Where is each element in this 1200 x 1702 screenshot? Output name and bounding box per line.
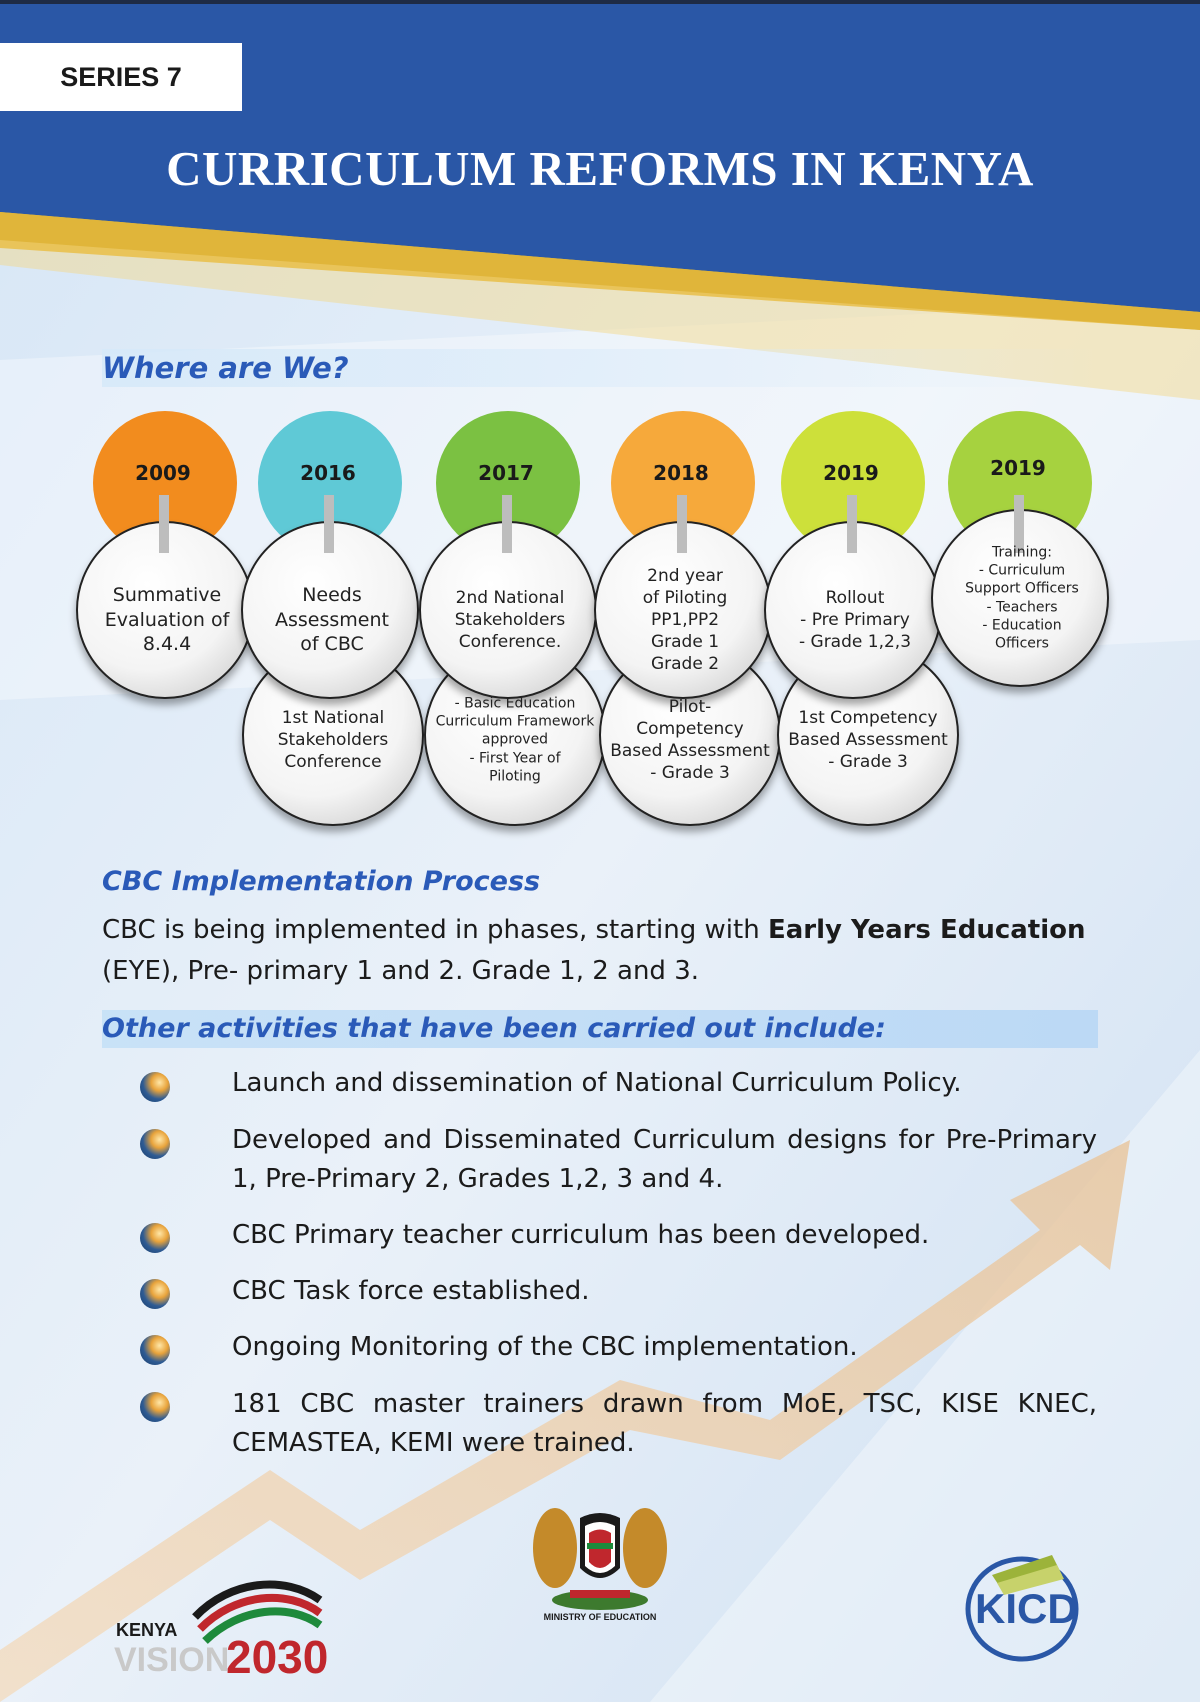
timeline-text-line: Conference bbox=[284, 752, 382, 773]
timeline-text: 1st National Stakeholders Conference bbox=[278, 707, 389, 773]
timeline-year-label: 2019 bbox=[823, 461, 879, 485]
timeline-text-line: Stakeholders bbox=[277, 729, 389, 750]
timeline-text-line: Based Assessment bbox=[610, 741, 770, 761]
list-item: Ongoing Monitoring of the CBC implementa… bbox=[232, 1332, 858, 1362]
timeline-year-label: 2016 bbox=[300, 461, 356, 485]
bullet-icon bbox=[140, 1279, 170, 1309]
timeline-text-line: 2nd National bbox=[455, 587, 565, 608]
list-item: Launch and dissemination of National Cur… bbox=[232, 1068, 962, 1098]
timeline-year-circle bbox=[258, 411, 402, 555]
timeline-text: Summative Evaluation of 8.4.4 bbox=[105, 583, 230, 657]
timeline-text-line: 8.4.4 bbox=[142, 633, 192, 656]
bullet-icon bbox=[140, 1335, 170, 1365]
vision-word-text: VISION bbox=[114, 1641, 230, 1679]
timeline-year-label: 2017 bbox=[478, 461, 534, 485]
vision-year-text: 2030 bbox=[226, 1631, 329, 1683]
timeline-pin bbox=[159, 495, 169, 553]
timeline-text: 1st Competency Based Assessment - Grade 3 bbox=[788, 707, 948, 773]
timeline-pin bbox=[502, 495, 512, 553]
timeline-pin bbox=[847, 495, 857, 553]
timeline-text-line: Officers bbox=[995, 635, 1049, 652]
timeline-text-line: of CBC bbox=[300, 633, 364, 656]
timeline-text-line: Piloting bbox=[489, 768, 541, 785]
timeline-text-line: Support Officers bbox=[965, 580, 1079, 597]
list-item: Developed and Disseminated Curriculum de… bbox=[232, 1125, 1097, 1194]
timeline-text-line: - Curriculum bbox=[978, 562, 1066, 579]
timeline-text-line: Training: bbox=[992, 544, 1052, 561]
kicd-logo-graphic bbox=[965, 1555, 1079, 1662]
timeline-pin bbox=[1014, 495, 1024, 553]
timeline-text-line: Summative bbox=[112, 583, 222, 606]
timeline-year-circle bbox=[93, 411, 237, 555]
vision-2030-logo bbox=[192, 1580, 323, 1644]
timeline-text-line: - Grade 3 bbox=[828, 752, 908, 773]
bullet-icon bbox=[140, 1072, 170, 1102]
timeline-text: Needs Assessment of CBC bbox=[275, 583, 389, 657]
timeline-text-line: Evaluation of bbox=[104, 608, 230, 631]
timeline-text-line: PP1,PP2 bbox=[650, 609, 720, 630]
timeline-text-line: 1st National bbox=[281, 707, 385, 728]
kicd-logo-text: KICD bbox=[975, 1585, 1078, 1632]
timeline-text-line: - Teachers bbox=[986, 599, 1058, 615]
bullet-icon bbox=[140, 1223, 170, 1253]
timeline-text-line: - Pre Primary bbox=[800, 609, 910, 630]
ministry-label: MINISTRY OF EDUCATION bbox=[543, 1612, 657, 1622]
section-heading-where: Where are We? bbox=[102, 349, 1102, 387]
bullet-icon bbox=[140, 1392, 170, 1422]
timeline-text-line: - Basic Education bbox=[454, 695, 576, 712]
timeline-text-line: Stakeholders bbox=[454, 609, 566, 630]
timeline-text-line: - First Year of bbox=[469, 750, 561, 767]
timeline-year-circle bbox=[436, 411, 580, 555]
series-label: SERIES 7 bbox=[0, 43, 242, 111]
timeline-text-line: Conference. bbox=[458, 632, 562, 653]
timeline-year-circle bbox=[611, 411, 755, 555]
timeline-graphic bbox=[76, 411, 1109, 826]
timeline-text-line: Curriculum Framework bbox=[435, 713, 595, 730]
timeline-year-label: 2018 bbox=[653, 461, 709, 485]
timeline-text: Pilot- Competency Based Assessment - Grade … bbox=[610, 696, 770, 784]
timeline-pin bbox=[677, 495, 687, 553]
vision-kenya-text: KENYA bbox=[116, 1620, 178, 1640]
growth-arrow-graphic bbox=[0, 1140, 1130, 1702]
timeline-text-line: Grade 2 bbox=[650, 654, 720, 675]
timeline-text-line: approved bbox=[481, 731, 549, 748]
page-title: CURRICULUM REFORMS IN KENYA bbox=[166, 141, 1034, 196]
section-heading-other-activities: Other activities that have been carried … bbox=[102, 1010, 1098, 1048]
list-item: 181 CBC master trainers drawn from MoE, … bbox=[232, 1389, 1097, 1458]
timeline-text-line: - Grade 1,2,3 bbox=[798, 632, 912, 653]
timeline-year-label: 2019 bbox=[990, 456, 1046, 480]
timeline-text-line: Needs bbox=[302, 583, 362, 606]
timeline-year-label: 2009 bbox=[135, 461, 191, 485]
timeline-text-line: Grade 1 bbox=[650, 632, 720, 653]
timeline-text-line: Competency bbox=[636, 718, 744, 739]
timeline-text-line: - Grade 3 bbox=[650, 763, 730, 784]
timeline-text-line: Assessment bbox=[275, 608, 389, 631]
coat-of-arms-emblem bbox=[533, 1508, 667, 1610]
timeline-text: Rollout - Pre Primary - Grade 1,2,3 bbox=[799, 587, 911, 653]
list-item: CBC Task force established. bbox=[232, 1276, 590, 1306]
timeline-text-line: of Piloting bbox=[642, 587, 728, 608]
bullet-icon bbox=[140, 1129, 170, 1159]
timeline-year-circle bbox=[781, 411, 925, 555]
timeline-text-line: Based Assessment bbox=[788, 729, 948, 750]
timeline-text: 2nd National Stakeholders Conference. bbox=[455, 587, 566, 653]
timeline-text-line: - Education bbox=[982, 617, 1062, 634]
timeline-text-line: Pilot- bbox=[668, 696, 712, 717]
timeline-text-line: 1st Competency bbox=[798, 707, 938, 728]
section-heading-cbc: CBC Implementation Process bbox=[102, 866, 541, 897]
timeline-text-line: 2nd year bbox=[647, 565, 723, 586]
timeline-text-line: Rollout bbox=[825, 587, 885, 608]
timeline-text: 2nd year of Piloting PP1,PP2 Grade 1 Grade 2 bbox=[643, 565, 727, 675]
timeline-text: - Basic Education Curriculum Framework app… bbox=[436, 695, 595, 786]
cbc-paragraph: CBC is being implemented in phases, star… bbox=[102, 915, 1086, 986]
timeline-pin bbox=[324, 495, 334, 553]
timeline-text: Training: - Curriculum Support Officers - T… bbox=[965, 543, 1079, 652]
list-item: CBC Primary teacher curriculum has been … bbox=[232, 1220, 930, 1250]
